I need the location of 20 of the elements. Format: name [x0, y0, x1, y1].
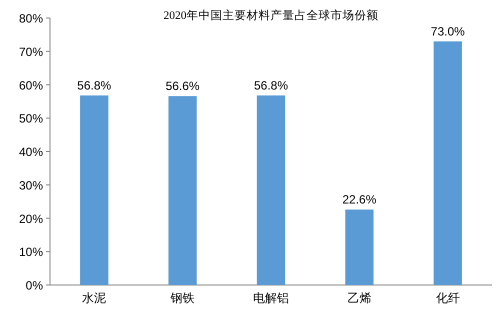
- x-tick-label: 化纤: [436, 291, 460, 305]
- y-tick-label: 20%: [18, 212, 44, 226]
- data-label: 56.8%: [254, 78, 288, 92]
- y-tick-label: 60%: [18, 78, 44, 92]
- data-label: 56.8%: [77, 78, 112, 92]
- chart-title: 2020年中国主要材料产量占全球市场份额: [164, 8, 378, 22]
- y-tick-label: 30%: [18, 178, 44, 192]
- y-tick-label: 10%: [18, 245, 44, 260]
- data-label: 56.6%: [166, 79, 200, 94]
- data-label: 73.0%: [430, 24, 466, 38]
- y-tick-label: 70%: [18, 44, 44, 59]
- y-tick-label: 0%: [26, 278, 44, 292]
- y-tick-label: 40%: [18, 145, 44, 159]
- x-tick-label: 乙烯: [347, 291, 372, 305]
- x-tick-label: 钢铁: [170, 291, 195, 305]
- y-tick-label: 50%: [18, 112, 44, 126]
- x-tick-label: 水泥: [82, 291, 106, 305]
- data-label: 22.6%: [342, 192, 377, 207]
- x-tick-label: 电解铝: [253, 291, 289, 305]
- y-tick-label: 80%: [18, 12, 44, 26]
